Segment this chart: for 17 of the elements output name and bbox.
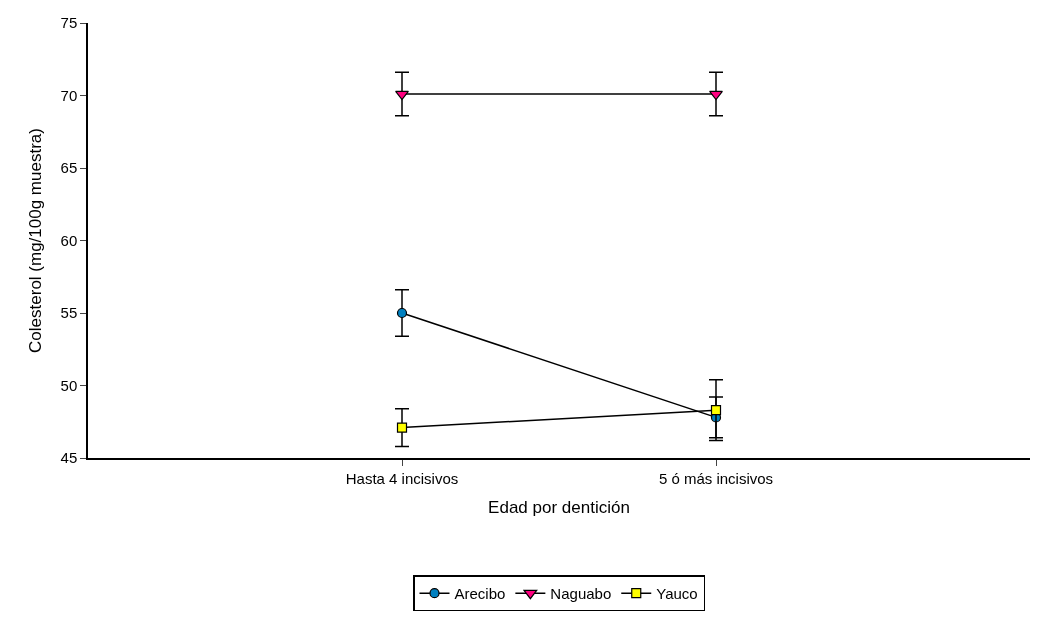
point <box>396 422 408 433</box>
x-tick-label: 5 ó más incisivos <box>658 469 774 487</box>
x-tick-label: Hasta 4 incisivos <box>345 469 459 487</box>
x-axis-title: Edad por dentición <box>488 497 630 517</box>
y-axis-title: Colesterol (mg/100g muestra) <box>25 128 45 353</box>
point <box>710 405 722 416</box>
y-tick-label: 60 <box>60 231 78 249</box>
y-tick-label: 50 <box>60 376 78 394</box>
legend-label: Yauco <box>656 585 698 603</box>
y-tick-label: 55 <box>60 304 78 322</box>
y-tick-label: 65 <box>60 159 78 177</box>
y-tick-label: 45 <box>60 449 78 467</box>
point <box>396 307 408 319</box>
legend-label: Arecibo <box>454 585 506 603</box>
y-tick-label: 75 <box>60 14 78 32</box>
y-tick-label: 70 <box>60 86 78 104</box>
legend-label: Naguabo <box>550 585 612 603</box>
